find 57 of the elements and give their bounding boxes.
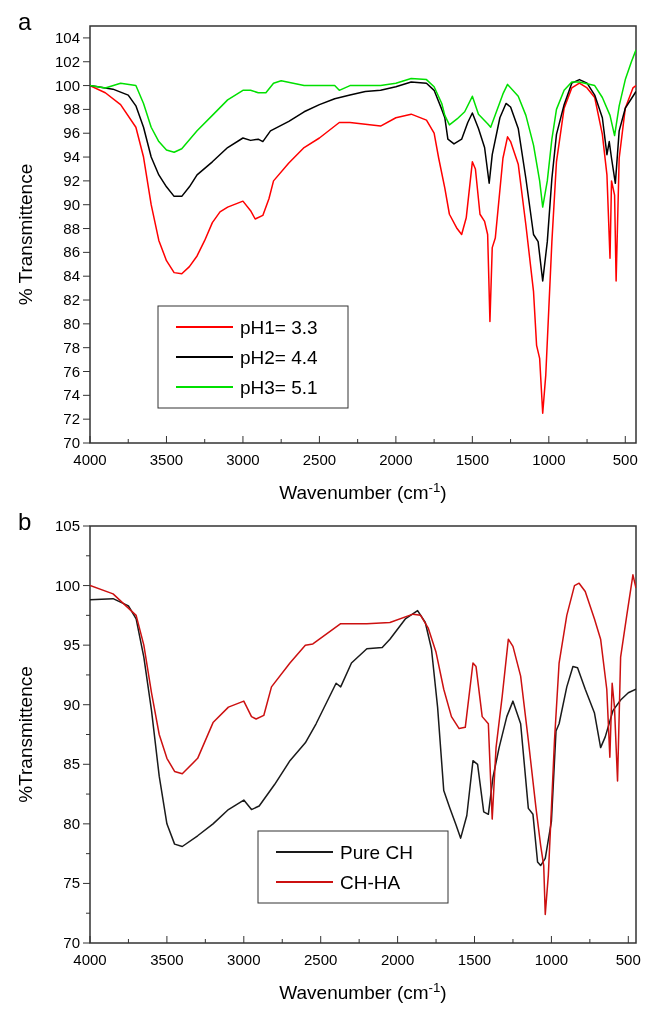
line-series: [90, 82, 636, 414]
chart-title: a: [18, 8, 32, 35]
y-tick-label: 94: [63, 148, 80, 166]
y-axis-title: %Transmittence: [15, 666, 36, 803]
chart-title: b: [18, 508, 32, 535]
y-tick-label: 80: [63, 814, 80, 832]
x-tick-label: 2000: [379, 451, 413, 468]
x-tick-label: 3000: [226, 451, 260, 468]
x-tick-label: 1000: [534, 951, 569, 968]
y-tick-label: 100: [54, 76, 80, 94]
y-tick-label: 102: [54, 52, 80, 70]
x-tick-label: 3500: [149, 451, 184, 468]
y-tick-label: 74: [63, 386, 80, 404]
x-tick-label: 1500: [455, 451, 490, 468]
y-tick-label: 88: [63, 219, 80, 237]
x-tick-label: 500: [612, 451, 638, 468]
y-tick-label: 78: [63, 338, 80, 356]
x-tick-label: 3500: [150, 951, 184, 968]
y-tick-label: 98: [63, 100, 80, 118]
x-tick-label: 500: [615, 951, 641, 968]
y-tick-label: 86: [63, 243, 80, 261]
line-series: [90, 49, 636, 208]
y-axis-title: % Transmittence: [15, 163, 36, 306]
y-tick-label: 100: [54, 576, 80, 594]
x-tick-label: 1000: [532, 451, 566, 468]
y-tick-label: 104: [54, 28, 80, 46]
legend-label: pH2= 4.4: [240, 347, 319, 368]
legend-label: pH1= 3.3: [240, 317, 318, 338]
y-tick-label: 84: [63, 267, 80, 285]
y-tick-label: 80: [63, 314, 80, 332]
line-series: [90, 597, 636, 867]
x-axis-title: Wavenumber (cm$^{-1}$): [279, 979, 447, 1003]
y-tick-label: 82: [63, 291, 80, 309]
legend-label: Pure CH: [340, 842, 413, 863]
y-tick-label: 70: [63, 434, 80, 451]
y-tick-label: 105: [54, 517, 80, 534]
x-tick-label: 4000: [73, 951, 107, 968]
y-tick-label: 92: [63, 171, 80, 189]
y-tick-label: 72: [63, 410, 80, 428]
x-axis-title: Wavenumber (cm$^{-1}$): [279, 479, 447, 503]
x-tick-label: 3000: [227, 951, 261, 968]
y-tick-label: 76: [63, 362, 80, 380]
x-tick-label: 2000: [380, 951, 415, 968]
x-tick-label: 4000: [73, 451, 107, 468]
y-tick-label: 85: [63, 755, 80, 773]
legend-label: CH-HA: [340, 872, 401, 893]
y-tick-label: 90: [63, 195, 80, 213]
x-tick-label: 2500: [302, 451, 337, 468]
x-tick-label: 2500: [304, 951, 338, 968]
y-tick-label: 70: [63, 934, 80, 951]
y-tick-label: 96: [63, 124, 80, 142]
line-series: [90, 574, 636, 916]
legend-label: pH3= 5.1: [240, 377, 318, 398]
x-tick-label: 1500: [457, 951, 492, 968]
y-tick-label: 95: [63, 636, 80, 654]
y-tick-label: 75: [63, 874, 80, 892]
y-tick-label: 90: [63, 695, 80, 713]
